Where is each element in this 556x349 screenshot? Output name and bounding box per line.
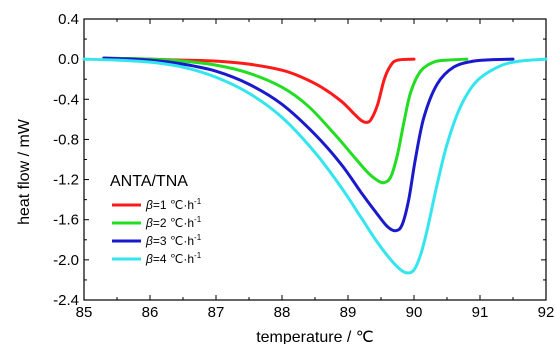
y-axis-label: heat flow / mW <box>16 118 33 225</box>
x-tick-label: 87 <box>208 304 225 321</box>
y-tick-label: -1.6 <box>53 212 79 229</box>
x-tick-label: 85 <box>76 304 93 321</box>
x-tick-label: 90 <box>406 304 423 321</box>
y-tick-label: -1.2 <box>53 172 79 189</box>
tick-labels: 85 86 87 88 89 90 91 92 0.4 0.0 -0.4 -0.8 -1.2 -1.6 -2… <box>53 11 554 321</box>
y-tick-label: -2.4 <box>53 292 79 309</box>
x-tick-label: 88 <box>274 304 291 321</box>
x-tick-label: 91 <box>472 304 489 321</box>
y-tick-label: -2.0 <box>53 252 79 269</box>
y-tick-label: -0.4 <box>53 91 79 108</box>
legend: ANTA/TNA β=1 ℃·h-1 β=2 ℃·h-1 β=3 ℃·h-1 β=4 … <box>110 173 202 266</box>
series-line-1 <box>102 56 416 124</box>
legend-title: ANTA/TNA <box>110 173 188 190</box>
series-lines <box>82 56 548 275</box>
tick-marks <box>83 18 547 301</box>
y-tick-label: 0.4 <box>58 11 79 28</box>
x-tick-label: 86 <box>142 304 159 321</box>
y-tick-label: 0.0 <box>58 51 79 68</box>
series-line-2 <box>102 56 469 185</box>
series-line-3 <box>102 56 515 233</box>
x-tick-label: 92 <box>538 304 555 321</box>
legend-label-2: β=2 ℃·h-1 <box>145 215 202 230</box>
x-axis-label: temperature / ℃ <box>256 329 374 344</box>
legend-label-4: β=4 ℃·h-1 <box>145 251 202 266</box>
x-tick-label: 89 <box>340 304 357 321</box>
series-line-4 <box>82 57 548 275</box>
y-tick-label: -0.8 <box>53 131 79 148</box>
legend-label-1: β=1 ℃·h-1 <box>145 197 202 212</box>
legend-label-3: β=3 ℃·h-1 <box>145 233 202 248</box>
